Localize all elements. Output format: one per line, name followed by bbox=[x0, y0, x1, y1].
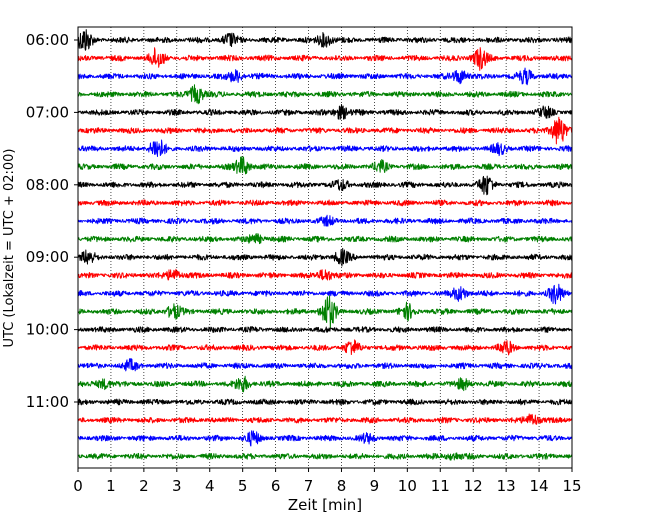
x-axis-label: Zeit [min] bbox=[288, 496, 362, 514]
x-tick-label: 0 bbox=[73, 477, 83, 495]
trace-line bbox=[77, 156, 573, 175]
plot-frame bbox=[77, 26, 573, 469]
x-tick-label: 4 bbox=[205, 477, 215, 495]
x-tick-label: 5 bbox=[238, 477, 248, 495]
y-tick-label: 07:00 bbox=[26, 103, 69, 121]
trace-line bbox=[77, 452, 573, 461]
x-tick-label: 2 bbox=[139, 477, 149, 495]
x-tick-label: 9 bbox=[370, 477, 380, 495]
x-tick-label: 7 bbox=[304, 477, 314, 495]
y-axis-label: UTC (Lokalzeit = UTC + 02:00) bbox=[2, 149, 17, 348]
y-axis-ticks: 06:00 07:00 08:00 09:00 10:00 11:00 bbox=[26, 31, 78, 411]
trace-line bbox=[77, 430, 573, 447]
x-tick-label: 10 bbox=[398, 477, 417, 495]
y-tick-label: 11:00 bbox=[26, 393, 69, 411]
trace-line bbox=[77, 268, 573, 281]
x-tick-label: 11 bbox=[431, 477, 450, 495]
x-tick-label: 6 bbox=[271, 477, 281, 495]
trace-line bbox=[77, 398, 573, 406]
x-tick-label: 12 bbox=[464, 477, 483, 495]
trace-line bbox=[77, 247, 573, 267]
trace-line bbox=[77, 84, 573, 105]
trace-line bbox=[77, 29, 573, 51]
trace-line bbox=[77, 339, 573, 356]
trace-line bbox=[77, 233, 573, 245]
trace-line bbox=[77, 67, 573, 86]
x-tick-label: 8 bbox=[337, 477, 347, 495]
trace-line bbox=[77, 375, 573, 393]
trace-line bbox=[77, 199, 573, 207]
trace-line bbox=[77, 116, 573, 145]
trace-line bbox=[77, 413, 573, 425]
x-tick-label: 3 bbox=[172, 477, 182, 495]
x-tick-label: 14 bbox=[530, 477, 549, 495]
trace-line bbox=[77, 358, 573, 372]
seismogram-traces bbox=[77, 29, 573, 461]
trace-line bbox=[77, 295, 573, 329]
trace-line bbox=[77, 214, 573, 227]
x-tick-label: 15 bbox=[562, 477, 581, 495]
plot-background bbox=[78, 27, 572, 468]
trace-line bbox=[77, 47, 573, 71]
trace-line bbox=[77, 139, 573, 157]
x-tick-label: 13 bbox=[497, 477, 516, 495]
y-tick-label: 06:00 bbox=[26, 31, 69, 49]
trace-line bbox=[77, 103, 573, 120]
y-tick-label: 10:00 bbox=[26, 321, 69, 339]
x-axis-ticks: 0 1 2 3 4 5 6 7 8 9 10 11 12 13 14 15 bbox=[73, 468, 582, 495]
y-tick-label: 09:00 bbox=[26, 248, 69, 266]
x-tick-label: 1 bbox=[106, 477, 116, 495]
y-tick-label: 08:00 bbox=[26, 176, 69, 194]
trace-line bbox=[77, 175, 573, 196]
trace-line bbox=[77, 283, 573, 305]
trace-line bbox=[77, 326, 573, 333]
